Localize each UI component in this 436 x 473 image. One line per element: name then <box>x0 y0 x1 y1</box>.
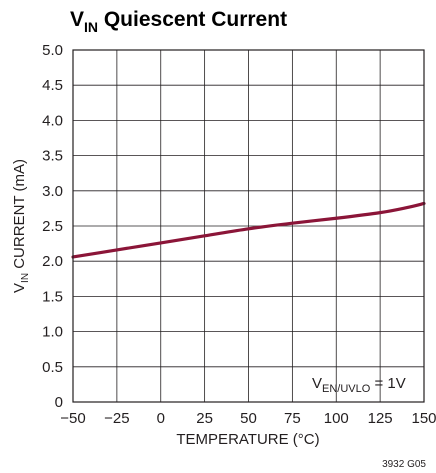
x-tick-label: 125 <box>368 410 393 427</box>
x-tick-label: 75 <box>284 410 301 427</box>
series-layer <box>71 201 426 259</box>
chart-title-subscript: IN <box>84 19 98 35</box>
y-tick-label: 3.0 <box>42 183 63 200</box>
y-tick-label: 3.5 <box>42 148 63 165</box>
y-tick-label: 4.5 <box>42 77 63 94</box>
x-tick-label: 100 <box>324 410 349 427</box>
condition-annotation-subscript: EN/UVLO <box>322 383 371 395</box>
x-tick-label: 0 <box>157 410 165 427</box>
chart-title-rest: Quiescent Current <box>98 8 287 31</box>
x-tick-label: −25 <box>104 410 129 427</box>
x-axis-label: TEMPERATURE (°C) <box>176 431 319 448</box>
x-tick-labels: −50 −25 0 25 50 75 100 125 150 <box>60 410 436 427</box>
grid <box>72 49 425 403</box>
condition-annotation: VEN/UVLO = 1V <box>312 375 406 395</box>
y-axis-label: VIN CURRENT (mA) <box>11 159 31 293</box>
x-tick-label: −50 <box>60 410 85 427</box>
y-tick-label: 0.5 <box>42 359 63 376</box>
chart-title: VIN Quiescent Current <box>70 8 287 35</box>
y-tick-label: 2.5 <box>42 218 63 235</box>
y-tick-label: 2.0 <box>42 253 63 270</box>
x-tick-label: 50 <box>240 410 257 427</box>
y-tick-label: 1.0 <box>42 324 63 341</box>
x-tick-label: 150 <box>411 410 436 427</box>
y-tick-label: 5.0 <box>42 42 63 59</box>
y-tick-label: 0 <box>55 394 63 411</box>
chart-title-main: V <box>70 8 84 31</box>
plot-frame <box>72 49 425 403</box>
y-axis-label-main: V <box>11 283 28 293</box>
y-axis-label-rest: CURRENT (mA) <box>11 159 28 273</box>
y-tick-labels: 0 0.5 1.0 1.5 2.0 2.5 3.0 3.5 4.0 4.5 5.0 <box>42 42 63 411</box>
figure-code: 3932 G05 <box>382 459 426 470</box>
y-axis-label-subscript: IN <box>20 273 31 283</box>
condition-annotation-rest: = 1V <box>370 375 405 392</box>
y-tick-label: 4.0 <box>42 112 63 129</box>
y-tick-label: 1.5 <box>42 288 63 305</box>
condition-annotation-main: V <box>312 375 322 392</box>
x-tick-label: 25 <box>196 410 213 427</box>
series-line <box>71 201 426 259</box>
